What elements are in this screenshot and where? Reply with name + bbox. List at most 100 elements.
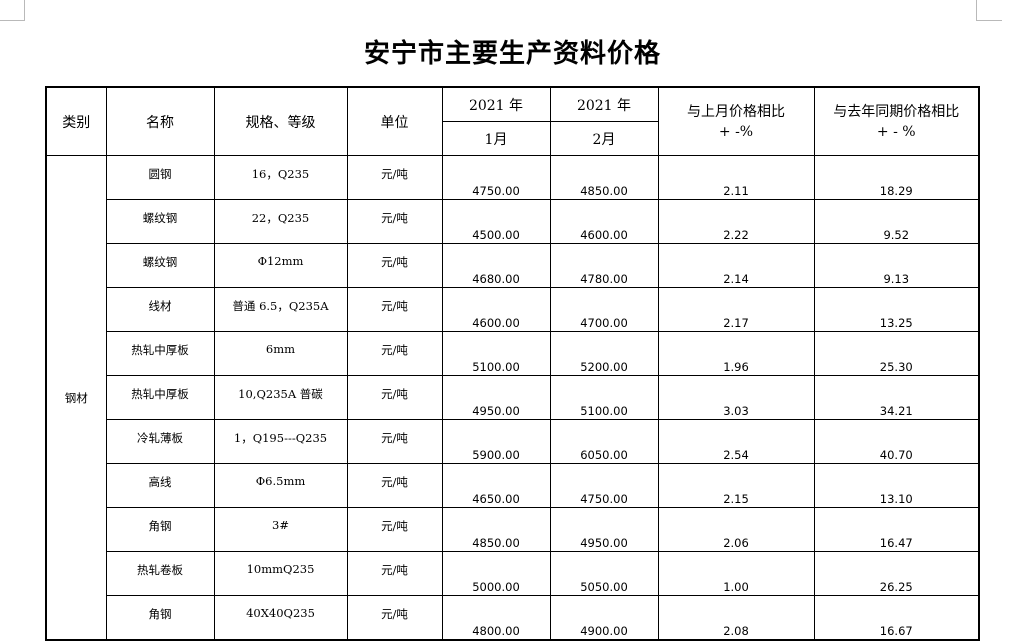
- header-month-jan: 1月: [441, 121, 551, 156]
- page-corner-mark: [0, 20, 25, 21]
- cell-spec: 3#: [213, 507, 348, 552]
- cell-spec: 40X40Q235: [213, 595, 348, 641]
- cell-price-jan: 5900.00: [441, 419, 551, 464]
- cell-spec: 22，Q235: [213, 199, 348, 244]
- cell-change-month: 2.14: [657, 243, 815, 288]
- cell-spec: 10mmQ235: [213, 551, 348, 596]
- table-row: 角钢 40X40Q235 元/吨 4800.00 4900.00 2.08 16.67: [46, 595, 980, 641]
- cell-price-feb: 5050.00: [549, 551, 659, 596]
- cell-name: 圆钢: [105, 155, 215, 200]
- cell-change-year: 9.13: [813, 243, 980, 288]
- cell-price-feb: 4850.00: [549, 155, 659, 200]
- header-month-feb: 2月: [549, 121, 659, 156]
- price-table: 类别 名称 规格、等级 单位 2021 年 2021 年 与上月价格相比 + -…: [45, 86, 980, 641]
- cell-price-feb: 5100.00: [549, 375, 659, 420]
- header-vs-last-month-line1: 与上月价格相比: [687, 103, 785, 120]
- table-row: 螺纹钢 22，Q235 元/吨 4500.00 4600.00 2.22 9.52: [46, 199, 980, 244]
- header-year-jan: 2021 年: [441, 86, 551, 122]
- cell-name: 高线: [105, 463, 215, 508]
- cell-spec: 10,Q235A 普碳: [213, 375, 348, 420]
- cell-price-feb: 4780.00: [549, 243, 659, 288]
- header-vs-last-year-line2: + - %: [876, 123, 916, 140]
- cell-name: 角钢: [105, 507, 215, 552]
- cell-change-month: 2.22: [657, 199, 815, 244]
- cell-name: 热轧中厚板: [105, 375, 215, 420]
- cell-spec: 1，Q195---Q235: [213, 419, 348, 464]
- cell-spec: Φ6.5mm: [213, 463, 348, 508]
- cell-price-jan: 4500.00: [441, 199, 551, 244]
- cell-change-year: 9.52: [813, 199, 980, 244]
- table-body: 钢材 圆钢 16，Q235 元/吨 4750.00 4850.00 2.11 18.29 螺纹钢…: [45, 155, 980, 641]
- header-category: 类别: [45, 86, 107, 156]
- category-cell: 钢材: [45, 155, 107, 641]
- cell-unit: 元/吨: [346, 375, 443, 420]
- cell-price-feb: 4900.00: [549, 595, 659, 641]
- cell-change-month: 3.03: [657, 375, 815, 420]
- header-vs-last-month: 与上月价格相比 + -%: [657, 86, 815, 156]
- cell-spec: 16，Q235: [213, 155, 348, 200]
- cell-name: 热轧卷板: [105, 551, 215, 596]
- cell-name: 角钢: [105, 595, 215, 641]
- cell-change-year: 18.29: [813, 155, 980, 200]
- cell-change-year: 16.47: [813, 507, 980, 552]
- table-row: 钢材 圆钢 16，Q235 元/吨 4750.00 4850.00 2.11 18.29: [45, 155, 980, 641]
- cell-price-jan: 4850.00: [441, 507, 551, 552]
- header-spec: 规格、等级: [213, 86, 348, 156]
- cell-price-feb: 6050.00: [549, 419, 659, 464]
- cell-change-month: 2.11: [657, 155, 815, 200]
- cell-price-jan: 4800.00: [441, 595, 551, 641]
- cell-unit: 元/吨: [346, 463, 443, 508]
- cell-change-month: 1.00: [657, 551, 815, 596]
- cell-unit: 元/吨: [346, 551, 443, 596]
- cell-price-jan: 5100.00: [441, 331, 551, 376]
- table-header: 类别 名称 规格、等级 单位 2021 年 2021 年 与上月价格相比 + -…: [45, 86, 980, 156]
- cell-name: 热轧中厚板: [105, 331, 215, 376]
- table-row: 热轧卷板 10mmQ235 元/吨 5000.00 5050.00 1.00 26.25: [46, 551, 980, 596]
- cell-price-feb: 4950.00: [549, 507, 659, 552]
- table-row: 高线 Φ6.5mm 元/吨 4650.00 4750.00 2.15 13.10: [46, 463, 980, 508]
- table-row: 冷轧薄板 1，Q195---Q235 元/吨 5900.00 6050.00 2.54 40…: [46, 419, 980, 464]
- cell-name: 螺纹钢: [105, 199, 215, 244]
- cell-spec: Φ12mm: [213, 243, 348, 288]
- cell-change-year: 40.70: [813, 419, 980, 464]
- cell-unit: 元/吨: [346, 419, 443, 464]
- cell-price-jan: 4600.00: [441, 287, 551, 332]
- cell-unit: 元/吨: [346, 595, 443, 641]
- cell-change-month: 1.96: [657, 331, 815, 376]
- cell-unit: 元/吨: [346, 243, 443, 288]
- header-name: 名称: [105, 86, 215, 156]
- cell-price-jan: 4650.00: [441, 463, 551, 508]
- table-row: 角钢 3# 元/吨 4850.00 4950.00 2.06 16.47: [46, 507, 980, 552]
- header-vs-last-month-line2: + -%: [718, 123, 754, 140]
- cell-change-year: 13.10: [813, 463, 980, 508]
- cell-price-jan: 5000.00: [441, 551, 551, 596]
- cell-change-year: 16.67: [813, 595, 980, 641]
- cell-name: 冷轧薄板: [105, 419, 215, 464]
- header-vs-last-year: 与去年同期价格相比 + - %: [813, 86, 980, 156]
- cell-price-jan: 4680.00: [441, 243, 551, 288]
- cell-change-month: 2.17: [657, 287, 815, 332]
- cell-price-feb: 4600.00: [549, 199, 659, 244]
- page-corner-mark: [24, 0, 25, 21]
- cell-change-year: 25.30: [813, 331, 980, 376]
- header-vs-last-year-line1: 与去年同期价格相比: [833, 103, 960, 120]
- cell-price-feb: 4750.00: [549, 463, 659, 508]
- cell-price-feb: 5200.00: [549, 331, 659, 376]
- cell-price-jan: 4750.00: [441, 155, 551, 200]
- cell-unit: 元/吨: [346, 331, 443, 376]
- cell-change-month: 2.15: [657, 463, 815, 508]
- cell-spec: 6mm: [213, 331, 348, 376]
- cell-change-year: 13.25: [813, 287, 980, 332]
- cell-name: 螺纹钢: [105, 243, 215, 288]
- cell-unit: 元/吨: [346, 507, 443, 552]
- table-row: 线材 普通 6.5，Q235A 元/吨 4600.00 4700.00 2.17 13.25: [46, 287, 980, 332]
- page-corner-mark: [976, 20, 1002, 21]
- cell-change-month: 2.54: [657, 419, 815, 464]
- document-title: 安宁市主要生产资料价格: [363, 39, 661, 69]
- cell-spec: 普通 6.5，Q235A: [213, 287, 348, 332]
- cell-price-jan: 4950.00: [441, 375, 551, 420]
- cell-price-feb: 4700.00: [549, 287, 659, 332]
- cell-change-month: 2.06: [657, 507, 815, 552]
- cell-change-month: 2.08: [657, 595, 815, 641]
- cell-name: 线材: [105, 287, 215, 332]
